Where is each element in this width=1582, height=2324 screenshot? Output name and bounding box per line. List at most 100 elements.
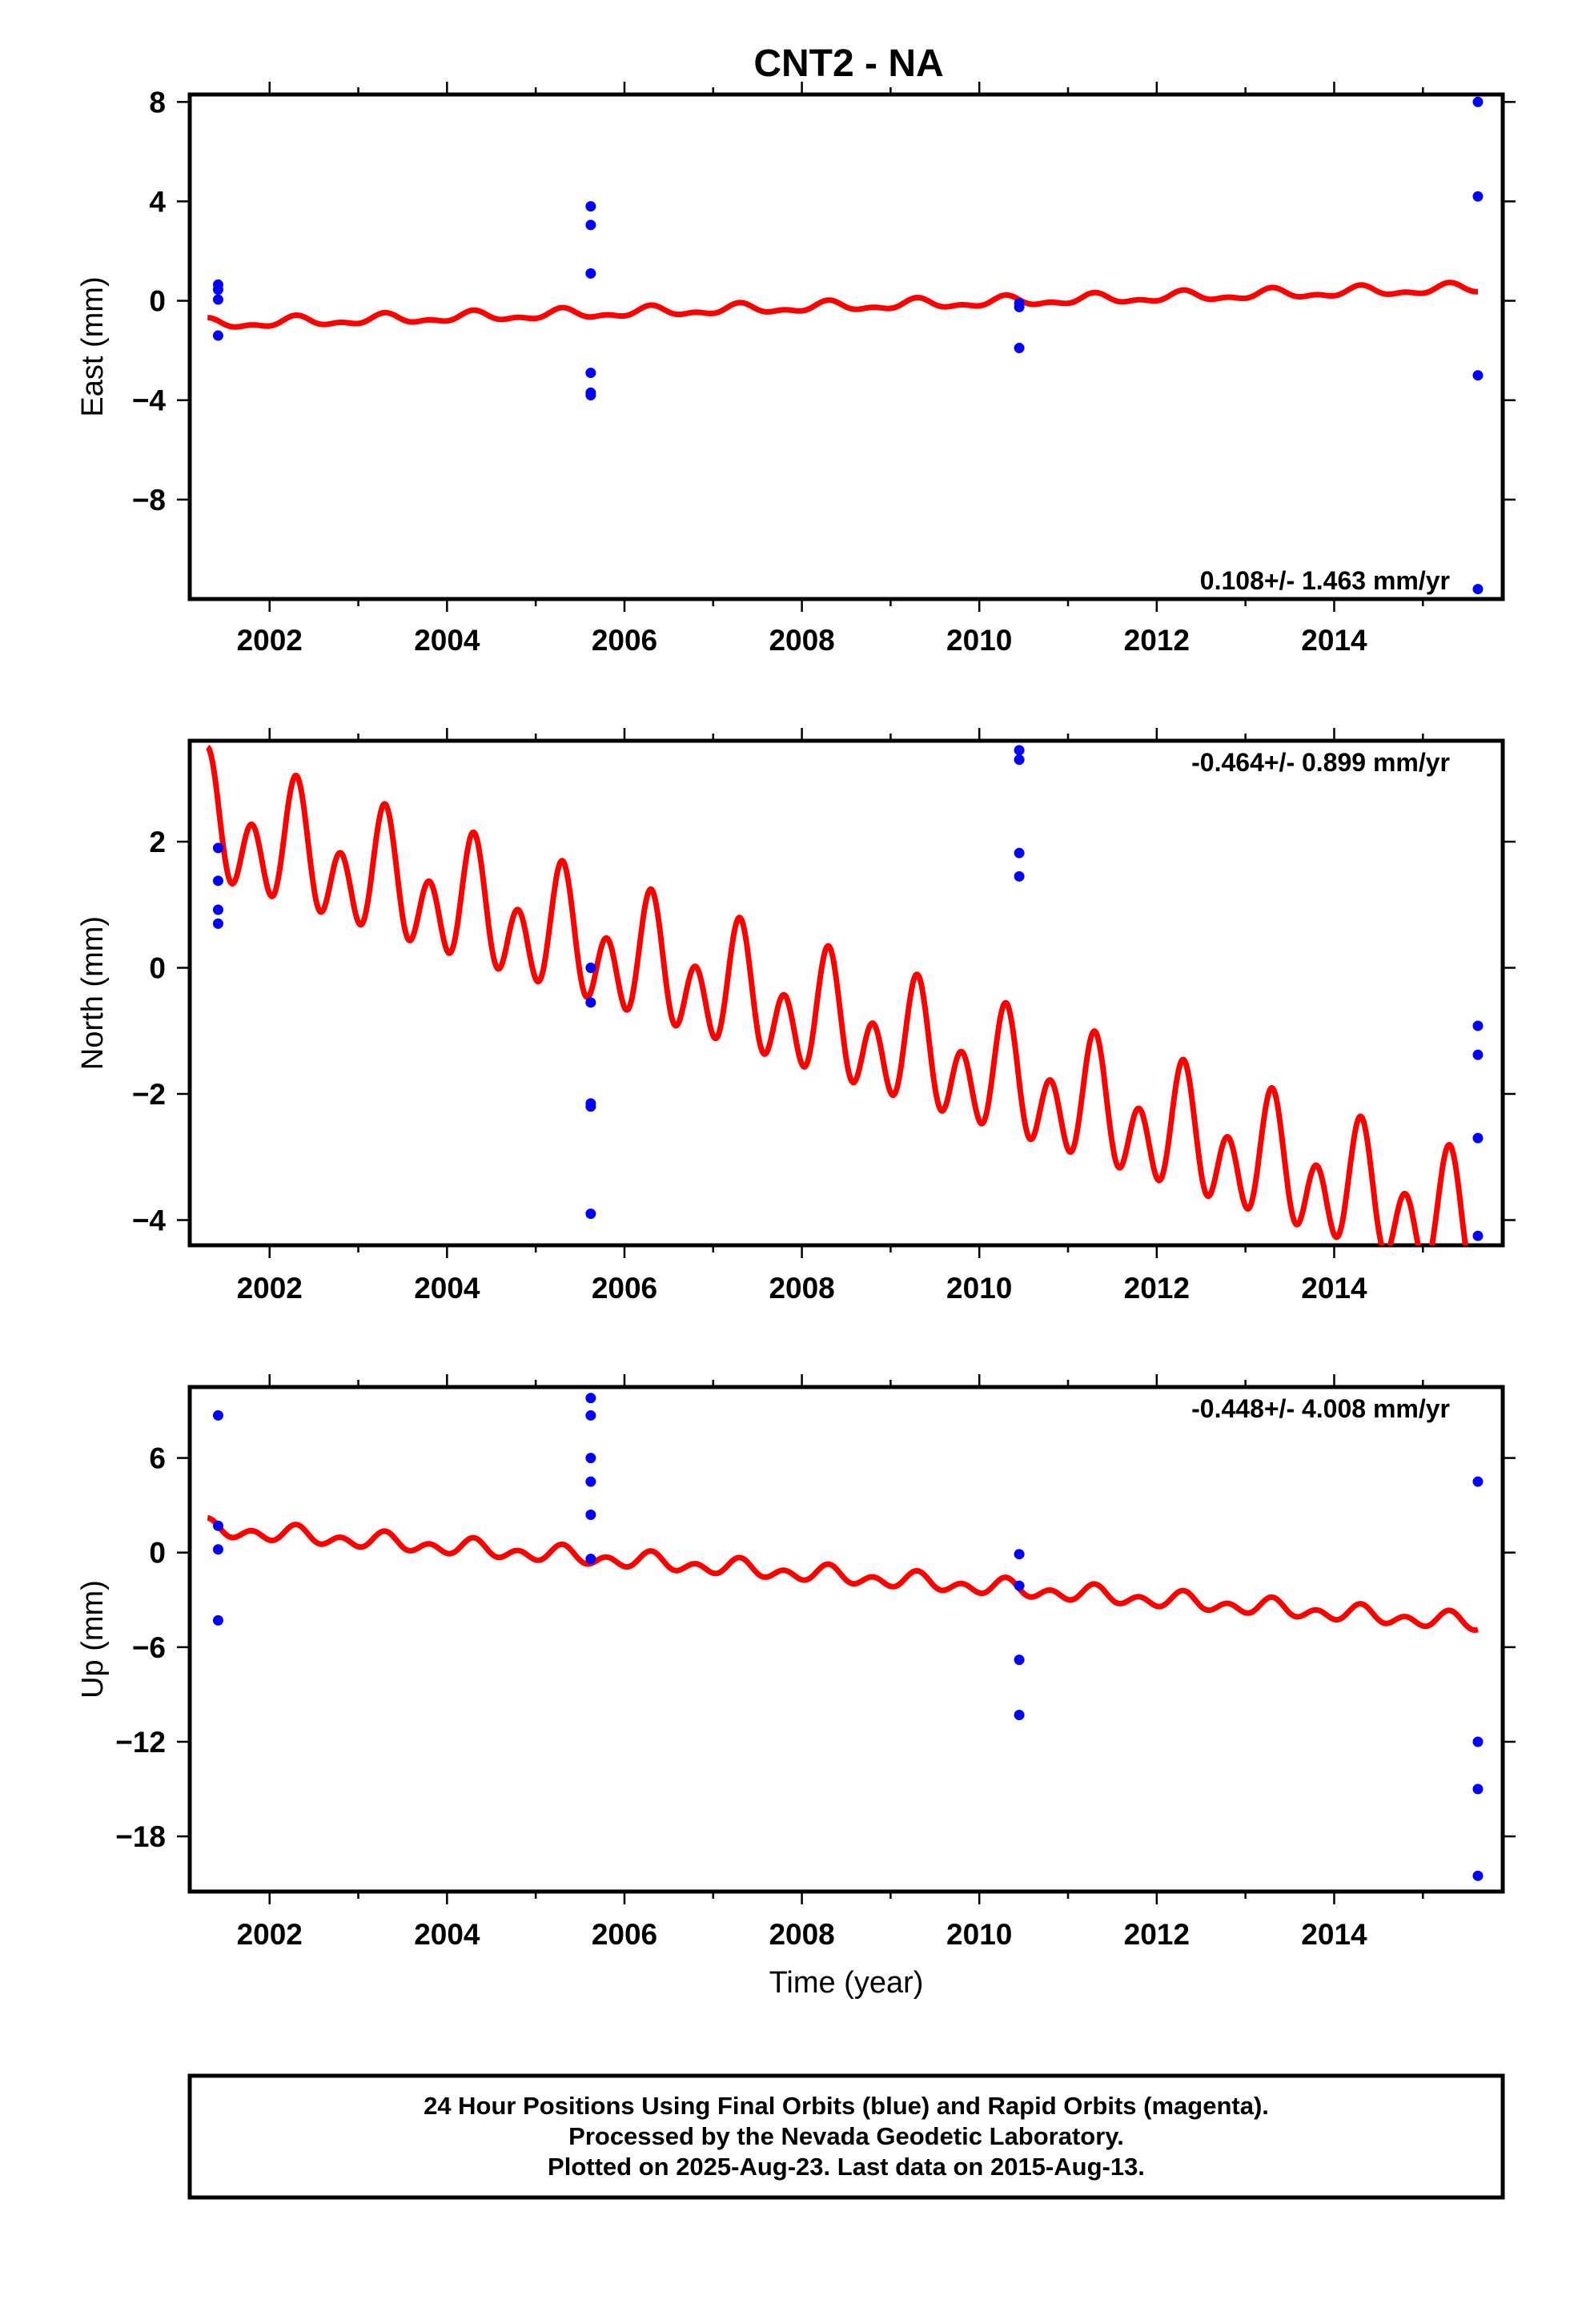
north-data-point (1472, 1020, 1484, 1031)
up-x-tick-label: 2012 (1124, 1918, 1190, 1951)
north-x-tick-label: 2010 (946, 1272, 1012, 1305)
up-rate-label: -0.448+/- 4.008 mm/yr (1191, 1394, 1450, 1423)
north-data-point (212, 918, 223, 929)
up-data-point (1014, 1655, 1025, 1666)
figure-title: CNT2 - NA (753, 42, 943, 85)
east-y-tick-label: 8 (149, 86, 166, 119)
east-x-tick-label: 2008 (769, 624, 834, 657)
east-data-point (212, 330, 223, 341)
north-data-point (585, 963, 596, 973)
up-data-point (585, 1476, 596, 1487)
east-x-tick-label: 2012 (1124, 624, 1190, 657)
footer-box: 24 Hour Positions Using Final Orbits (bl… (187, 2073, 1505, 2200)
north-data-point (1472, 1132, 1484, 1144)
north-data-point (212, 842, 223, 854)
up-y-axis-label: Up (mm) (76, 1580, 110, 1699)
east-y-tick-label: 4 (149, 185, 166, 218)
east-data-point (585, 368, 596, 379)
east-data-point (1472, 584, 1484, 595)
east-x-tick-label: 2014 (1301, 624, 1367, 657)
up-x-tick-label: 2010 (946, 1918, 1012, 1951)
up-data-point (585, 1453, 596, 1464)
north-panel: 2002 2004 2006 2008 2010 2012 2014 2 0 −2 −4 North … (76, 728, 1516, 1305)
up-plot-frame (187, 1385, 1505, 1894)
up-y-tick-label: −6 (132, 1631, 166, 1664)
up-data-point (1472, 1736, 1484, 1747)
north-data-point (212, 875, 223, 887)
up-x-tick-label: 2004 (414, 1918, 480, 1951)
north-y-tick-label: −2 (132, 1078, 166, 1111)
up-x-tick-label: 2014 (1301, 1918, 1367, 1951)
east-data-point (1472, 370, 1484, 381)
east-data-point (1014, 301, 1025, 312)
up-data-point (585, 1393, 596, 1404)
east-y-tick-label: −8 (132, 484, 166, 517)
north-x-tick-label: 2008 (769, 1272, 834, 1305)
east-data-point (585, 390, 596, 401)
north-x-tick-label: 2014 (1301, 1272, 1367, 1305)
east-data-point (585, 201, 596, 212)
up-x-tick-label: 2006 (592, 1918, 657, 1951)
north-y-tick-label: 2 (149, 826, 166, 858)
up-data-point (585, 1509, 596, 1520)
east-x-tick-label: 2004 (414, 624, 480, 657)
north-y-tick-label: −4 (132, 1204, 167, 1237)
east-y-axis-label: East (mm) (76, 276, 110, 416)
north-x-tick-label: 2012 (1124, 1272, 1190, 1305)
east-data-point (1014, 343, 1025, 354)
up-panel: 2002 2004 2006 2008 2010 2012 2014 6 0 −6 −12 −18 Up… (76, 1374, 1516, 2000)
north-data-point (1472, 1230, 1484, 1241)
east-x-tick-label: 2002 (237, 624, 303, 657)
up-data-point (585, 1554, 596, 1565)
north-data-point (1472, 1049, 1484, 1060)
up-fit-line (205, 1514, 1480, 1633)
up-data-point (1014, 1580, 1025, 1591)
east-data-point (1472, 191, 1484, 202)
east-y-tick-label: 0 (149, 285, 166, 318)
east-x-tick-label: 2010 (946, 624, 1012, 657)
east-plot-frame (187, 92, 1505, 601)
up-data-point (585, 1409, 596, 1421)
north-data-point (1014, 745, 1025, 756)
north-data-point (1014, 754, 1025, 766)
east-fit-line (205, 279, 1480, 330)
east-data-point (212, 294, 223, 305)
up-x-axis-label: Time (year) (769, 1966, 924, 2000)
up-data-point (1472, 1476, 1484, 1487)
north-data-point (585, 997, 596, 1008)
up-data-point (1472, 1870, 1484, 1881)
up-data-point (1014, 1549, 1025, 1560)
north-x-tick-label: 2006 (592, 1272, 657, 1305)
east-x-tick-label: 2006 (592, 624, 657, 657)
up-x-tick-label: 2002 (237, 1918, 303, 1951)
north-fit-line (205, 745, 1468, 1245)
north-data-point (1014, 870, 1025, 882)
east-y-tick-label: −4 (132, 384, 167, 417)
east-data-point (585, 267, 596, 279)
up-data-point (1014, 1710, 1025, 1720)
north-data-point (212, 904, 223, 915)
east-data-point (212, 284, 223, 296)
up-data-point (212, 1520, 223, 1531)
up-data-point (212, 1544, 223, 1555)
north-data-point (585, 1208, 596, 1220)
up-x-tick-label: 2008 (769, 1918, 834, 1951)
north-rate-label: -0.464+/- 0.899 mm/yr (1191, 748, 1450, 777)
east-panel: 2002 2004 2006 2008 2010 2012 2014 8 4 0 −4 −8 East … (76, 82, 1516, 657)
north-x-tick-label: 2004 (414, 1272, 480, 1305)
footer-line-3: Plotted on 2025-Aug-23. Last data on 201… (548, 2153, 1145, 2181)
up-y-tick-label: 6 (149, 1442, 166, 1475)
east-data-point (1472, 96, 1484, 107)
east-rate-label: 0.108+/- 1.463 mm/yr (1200, 566, 1450, 595)
up-data-point (212, 1409, 223, 1421)
north-x-tick-label: 2002 (237, 1272, 303, 1305)
north-data-point (1014, 847, 1025, 858)
north-y-tick-label: 0 (149, 952, 166, 985)
up-data-point (212, 1614, 223, 1626)
north-plot-frame (187, 738, 1505, 1248)
up-y-tick-label: 0 (149, 1537, 166, 1570)
north-y-axis-label: North (mm) (76, 916, 110, 1070)
up-data-point (1472, 1783, 1484, 1795)
footer-line-1: 24 Hour Positions Using Final Orbits (bl… (424, 2092, 1269, 2120)
